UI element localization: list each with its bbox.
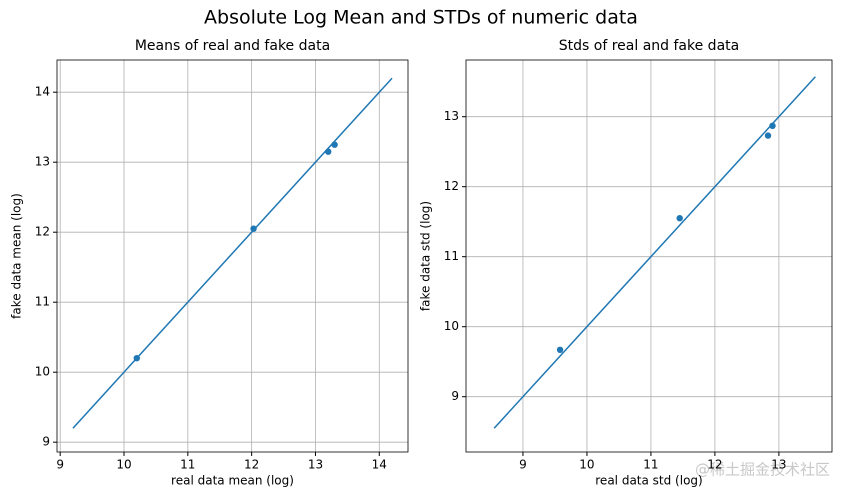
y-tick-label: 12 xyxy=(444,179,459,193)
y-tick-label: 11 xyxy=(444,249,459,263)
x-tick-label: 12 xyxy=(244,458,259,472)
point xyxy=(764,132,772,139)
identity-line xyxy=(72,77,393,429)
x-axis-label: real data mean (log) xyxy=(171,474,294,488)
y-tick-label: 14 xyxy=(35,85,50,99)
y-tick-label: 9 xyxy=(451,389,459,403)
x-tick-label: 14 xyxy=(372,458,387,472)
y-tick-label: 13 xyxy=(35,155,50,169)
y-tick-label: 10 xyxy=(35,365,50,379)
axes-frame xyxy=(56,59,409,453)
point xyxy=(331,141,338,148)
point xyxy=(250,225,257,232)
point xyxy=(325,148,332,155)
figure-title: Absolute Log Mean and STDs of numeric da… xyxy=(204,7,638,29)
x-tick-label: 13 xyxy=(308,458,323,472)
x-axis-label: real data std (log) xyxy=(595,474,702,488)
y-tick-label: 13 xyxy=(444,109,459,123)
point xyxy=(556,346,564,353)
y-axis-label: fake data std (log) xyxy=(419,201,433,311)
x-tick-label: 13 xyxy=(771,458,786,472)
x-tick-label: 12 xyxy=(707,458,722,472)
y-tick-label: 11 xyxy=(35,295,50,309)
watermark: @稀土掘金技术社区 xyxy=(695,461,830,479)
y-tick-label: 12 xyxy=(35,225,50,239)
identity-line xyxy=(493,76,816,429)
x-tick-label: 9 xyxy=(519,458,527,472)
x-tick-label: 11 xyxy=(643,458,658,472)
x-tick-label: 10 xyxy=(116,458,131,472)
y-axis-label: fake data mean (log) xyxy=(10,193,24,319)
chart-title: Stds of real and fake data xyxy=(559,38,739,54)
point xyxy=(769,122,776,129)
point xyxy=(676,215,683,222)
axes-frame xyxy=(465,59,833,453)
x-tick-label: 9 xyxy=(56,458,64,472)
chart-title: Means of real and fake data xyxy=(135,38,330,54)
y-tick-label: 9 xyxy=(42,435,50,449)
point xyxy=(133,355,140,362)
x-tick-label: 11 xyxy=(180,458,195,472)
y-tick-label: 10 xyxy=(444,319,459,333)
x-tick-label: 10 xyxy=(579,458,594,472)
